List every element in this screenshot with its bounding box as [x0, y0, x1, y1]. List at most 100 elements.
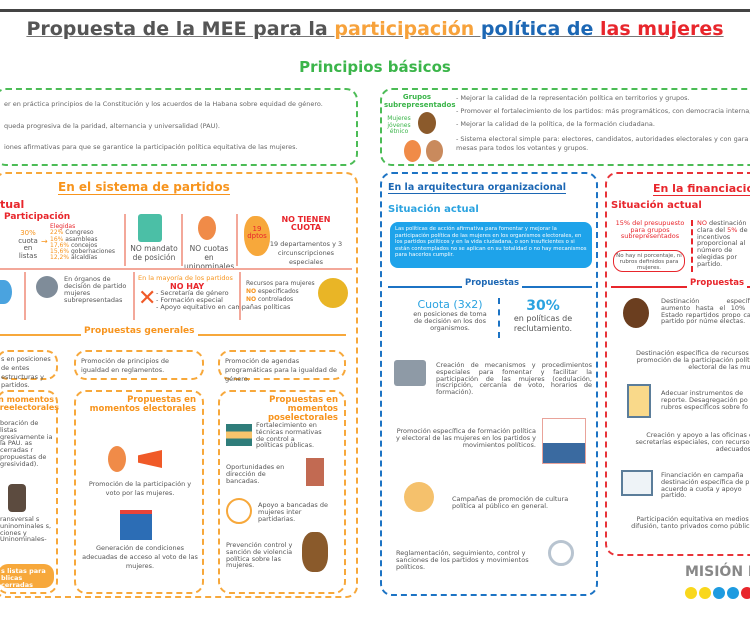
situacion-text: Las políticas de acción afirmativa para …	[390, 222, 592, 268]
x-mark-icon: ✕	[138, 286, 157, 311]
woman-avatar-icon	[108, 446, 126, 472]
situacion-heading: Situación actual	[611, 200, 702, 211]
arquitectura-heading: En la arquitectura organizacional	[388, 182, 566, 194]
logo-dot	[713, 587, 725, 599]
propuestas-heading: Propuestas	[687, 278, 748, 288]
propuestas-generales-heading: Propuestas generales	[81, 326, 198, 336]
electoral-box: Propuestas en momentos electorales Promo…	[74, 390, 204, 594]
participacion-heading: Participación	[4, 212, 71, 222]
electoral-text: Generación de condiciones adecuadas de a…	[82, 544, 198, 570]
groups-sub: Mujeres jóvenes étnico	[387, 115, 411, 136]
title-part: política de	[474, 18, 594, 40]
arquitectura-item: Creación de mecanismos y procedimientos …	[436, 361, 592, 397]
elegidas-item: 17,6% concejos	[50, 241, 98, 249]
report-clipboard-icon	[627, 384, 651, 418]
financiacion-item: Destinación específica aumento hasta el …	[661, 297, 750, 326]
mision-logo: MISIÓN E	[685, 564, 750, 580]
situacion-heading: Situación actual	[388, 204, 479, 215]
logo-dots	[685, 584, 750, 603]
no-hay: NO HAY	[170, 282, 205, 291]
elegidas-item: 22% Congreso	[50, 229, 94, 237]
arquitectura-item: Promoción específica de formación políti…	[396, 427, 536, 449]
recursos-item: NO controlados	[246, 295, 294, 303]
arquitectura-item: Reglamentación, seguimiento, control y s…	[396, 549, 529, 571]
poselectoral-item: Apoyo a bancadas de mujeres inter partid…	[258, 501, 328, 523]
financiacion-item: Financiación en campaña destinación espe…	[661, 471, 750, 500]
arrow-right-icon: →	[41, 237, 48, 246]
mayoria-text: En la mayoría de los partidos	[138, 274, 233, 282]
poselectoral-item: Oportunidades en dirección de bancadas.	[226, 463, 285, 485]
poselectoral-item: Prevención control y sanción de violenci…	[226, 541, 293, 570]
logo-dot	[727, 587, 739, 599]
listas-cerradas-button[interactable]: s listas para blicas cerradas	[0, 564, 54, 589]
principio-item: - Promover el fortalecimiento de los par…	[456, 107, 750, 115]
pct-value: 30%	[526, 298, 560, 314]
financiacion-item: Destinación específica de recursos pa pr…	[635, 349, 750, 371]
general-proposal: Promoción de agendas programáticas para …	[218, 350, 346, 383]
logo-dot	[699, 587, 711, 599]
principio-item: er en práctica principios de la Constitu…	[4, 100, 323, 108]
poselectoral-box: Propuestas en momentos poselectorales Fo…	[218, 390, 346, 594]
general-proposal: s en posiciones de entes estructuras y p…	[0, 350, 58, 389]
elegidas-item: 12,2% alcaldías	[50, 254, 98, 262]
preelectoral-box: n momentos preelectorales boración de li…	[0, 390, 59, 594]
ballot-box-icon	[120, 510, 152, 540]
org-chart-icon	[36, 276, 58, 298]
recursos-item: NO especificados	[246, 287, 299, 295]
financiacion-item: Adecuar instrumentos de reporte. Desagre…	[661, 389, 749, 411]
man-avatar-icon	[426, 140, 443, 162]
no-hay-item: - Secretaría de género	[156, 289, 229, 297]
principios-right-box: Grupos subrepresentados Mujeres jóvenes …	[380, 88, 750, 166]
id-card-icon	[394, 360, 426, 386]
principios-heading: Principios básicos	[299, 58, 451, 76]
arquitectura-section: En la arquitectura organizacional Situac…	[380, 172, 598, 596]
pct15-text: 15% del presupuesto para grupos subrepre…	[615, 219, 685, 240]
title-part: las mujeres	[593, 18, 724, 40]
elegidas-item: 15,6% gobernaciones	[50, 248, 116, 256]
woman-avatar-icon	[404, 140, 421, 162]
title-part: participación	[334, 18, 475, 40]
elegidas-item: 16% asambleas	[50, 235, 98, 243]
financiacion-item: Creación y apoyo a las oficinas o secret…	[635, 431, 750, 453]
top-rule	[0, 9, 750, 12]
books-icon	[226, 424, 252, 446]
graduate-chart-icon	[8, 484, 26, 512]
financiacion-item: Participación equitativa en medios de di…	[631, 515, 750, 530]
principio-item: - Mejorar la calidad de la representació…	[456, 94, 690, 102]
globe-pin-icon	[0, 280, 12, 304]
no-destinacion-text: NO destinación clara del 5% de incentivo…	[697, 219, 748, 268]
monitor-coins-icon	[621, 470, 653, 496]
poselectoral-title: Propuestas en momentos poselectorales	[267, 395, 338, 423]
partidos-heading: En el sistema de partidos	[58, 180, 230, 195]
principio-item: queda progresiva de la paridad, alternan…	[4, 122, 220, 130]
support-agent-icon	[404, 482, 434, 512]
propuestas-heading: Propuestas	[462, 278, 523, 288]
podium-speaker-icon	[306, 458, 324, 486]
financiacion-section: En la financiació Situación actual 15% d…	[605, 172, 750, 556]
title-part: Propuesta de la MEE para la	[26, 18, 335, 40]
financiacion-heading: En la financiació	[653, 182, 750, 196]
electoral-text: Promoción de la participación y voto por…	[88, 480, 192, 497]
principio-item: iones afirmativas para que se garantice …	[4, 143, 298, 151]
no-hay-item: - Apoyo equitativo en campañas políticas	[156, 303, 291, 312]
presentation-icon	[542, 418, 586, 464]
cuota-text: en posiciones de toma de decisión en los…	[413, 310, 487, 333]
arquitectura-item: Campañas de promoción de cultura polític…	[452, 495, 569, 510]
pct-text: en políticas de reclutamiento.	[513, 314, 573, 333]
electoral-title: Propuestas en momentos electorales	[89, 395, 196, 414]
no-hay-text: No hay ni porcentaje, ni rubros definido…	[613, 250, 685, 272]
situacion-heading: tual	[0, 198, 25, 211]
logo-dot	[685, 587, 697, 599]
colombia-map-icon: 19 dptos	[244, 216, 270, 256]
principio-item: - Sistema electoral simple para: elector…	[456, 135, 749, 152]
dptos-text: 19 departamentos y 3 circunscripciones e…	[269, 240, 343, 266]
women-network-icon	[226, 498, 252, 524]
no-cuotas: NO cuotas en uninominales	[184, 244, 235, 271]
organos-text: En órganos de decisión de partido mujere…	[64, 275, 127, 305]
cuota-pct: 30%	[20, 229, 36, 237]
no-hay-item: - Formación especial	[156, 296, 223, 305]
principio-item: - Mejorar la calidad de la política, de …	[456, 120, 655, 128]
coins-icon	[318, 278, 348, 308]
groups-title: Grupos subrepresentados	[384, 93, 456, 110]
page-title: Propuesta de la MEE para la participació…	[0, 18, 750, 40]
